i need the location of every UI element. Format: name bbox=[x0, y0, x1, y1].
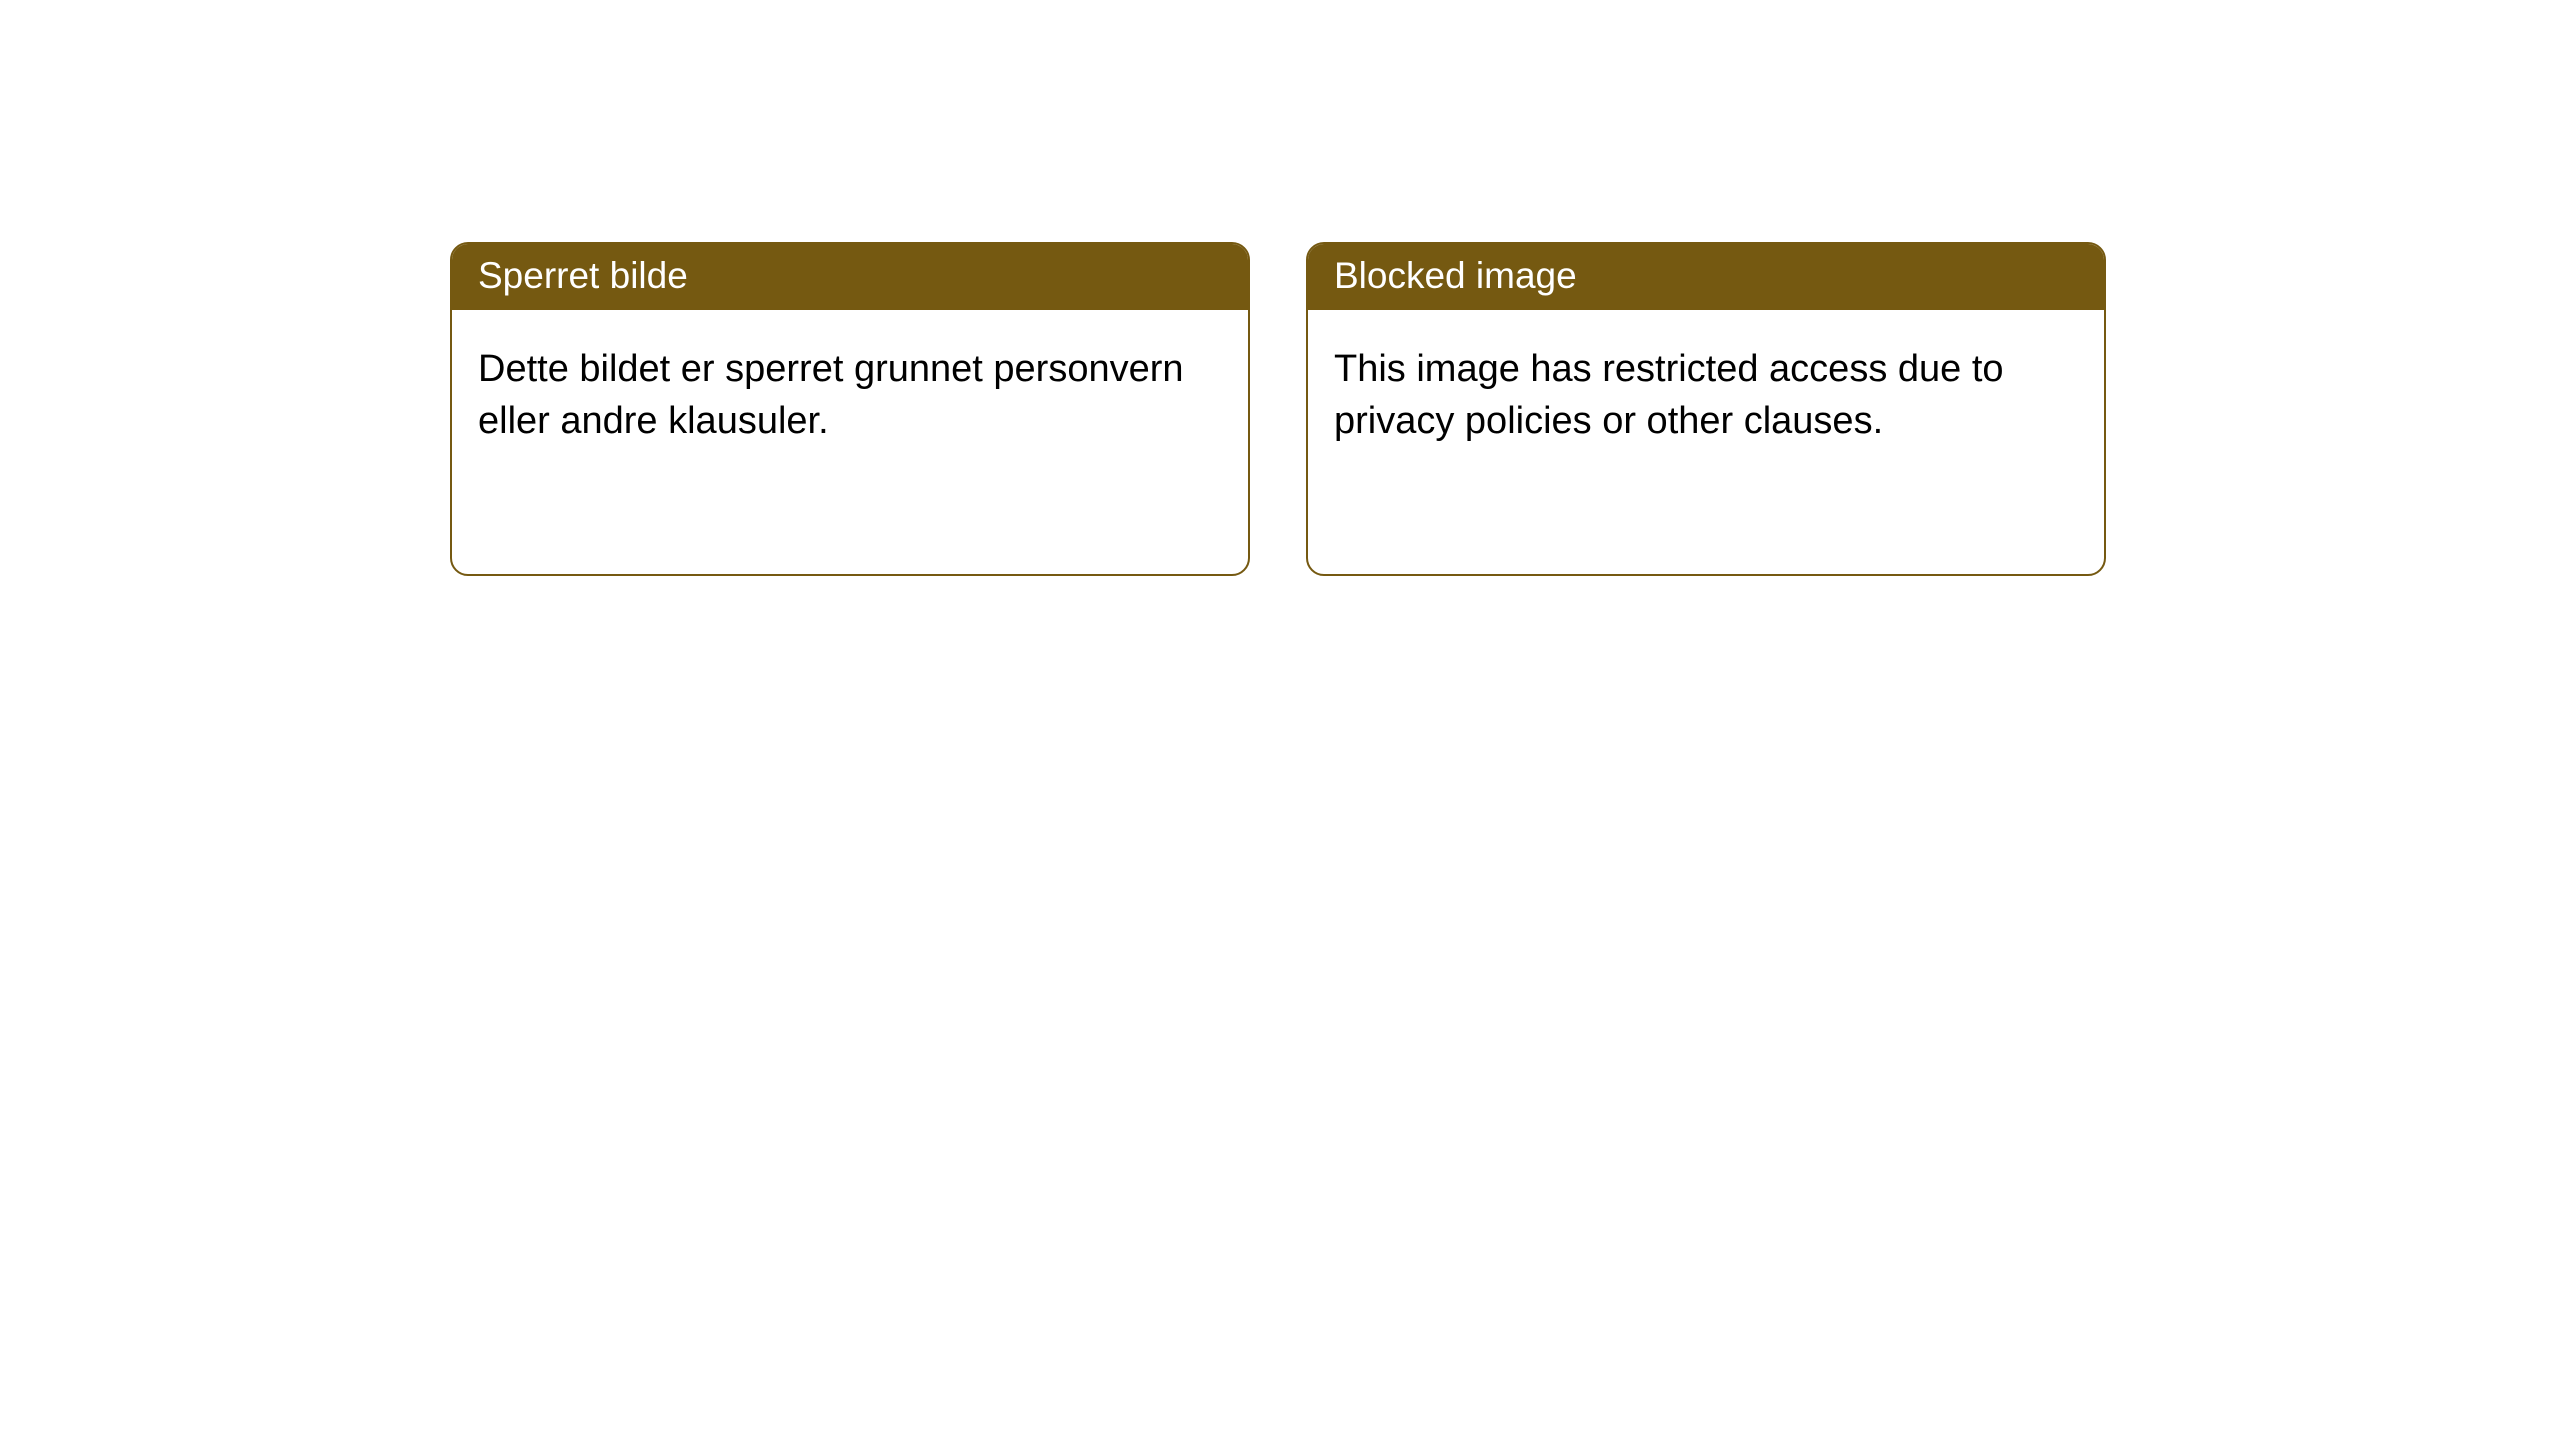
card-header-no: Sperret bilde bbox=[452, 244, 1248, 310]
card-body-en: This image has restricted access due to … bbox=[1308, 310, 2104, 473]
card-header-en: Blocked image bbox=[1308, 244, 2104, 310]
card-body-no: Dette bildet er sperret grunnet personve… bbox=[452, 310, 1248, 473]
blocked-image-card-en: Blocked image This image has restricted … bbox=[1306, 242, 2106, 576]
card-container: Sperret bilde Dette bildet er sperret gr… bbox=[0, 0, 2560, 576]
blocked-image-card-no: Sperret bilde Dette bildet er sperret gr… bbox=[450, 242, 1250, 576]
